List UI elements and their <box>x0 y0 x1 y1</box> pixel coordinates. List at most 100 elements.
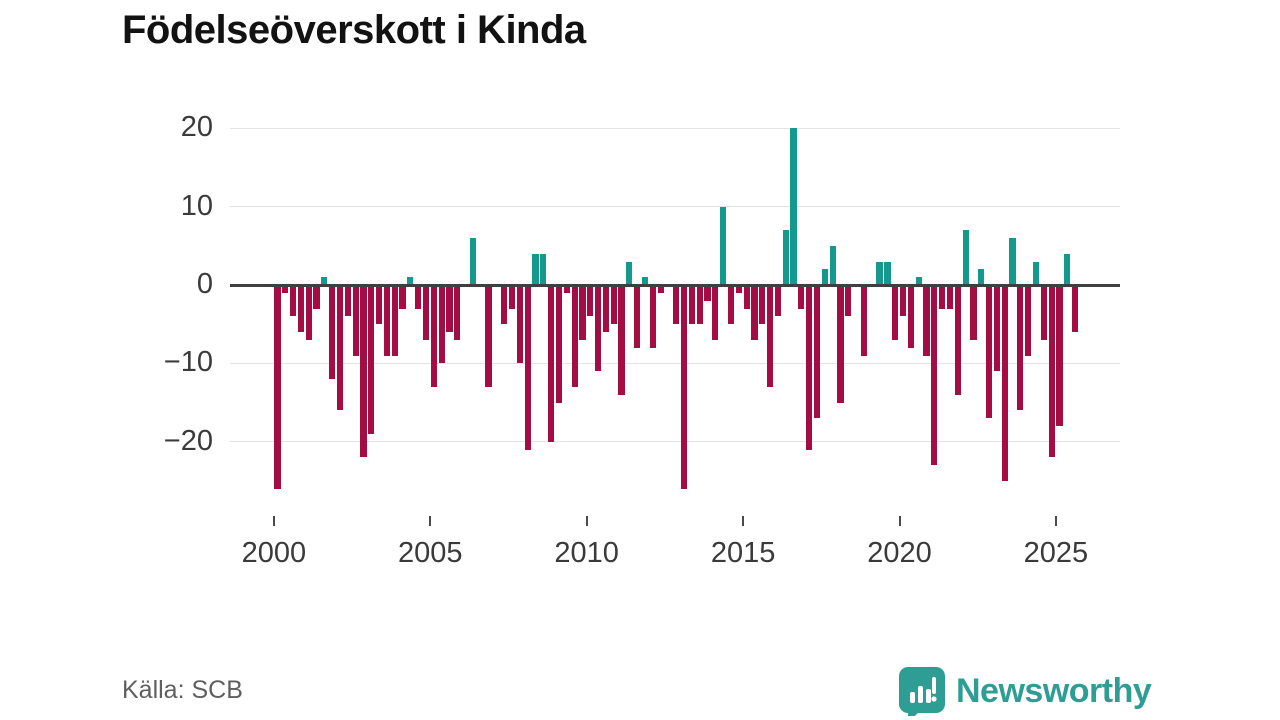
mini-bar-2 <box>918 686 923 703</box>
x-axis-tick <box>585 516 588 526</box>
bar-2021-q2 <box>939 285 946 309</box>
bar-2009-q3 <box>571 285 578 387</box>
bar-2010-q3 <box>602 285 609 332</box>
bar-2020-q1 <box>899 285 907 317</box>
bar-2003-q4 <box>391 285 398 356</box>
bar-2022-q4 <box>985 285 993 419</box>
bar-2003-q2 <box>376 285 383 325</box>
exclamation-dot <box>931 696 937 702</box>
bar-2003-q1 <box>368 285 375 434</box>
bar-2011-q1 <box>618 285 625 395</box>
bar-2017-q3 <box>821 269 828 285</box>
x-axis-label: 2010 <box>554 537 619 569</box>
bar-2023-q4 <box>1017 285 1024 411</box>
bar-2005-q3 <box>446 285 453 332</box>
bar-2002-q1 <box>336 285 344 411</box>
bar-2007-q4 <box>516 285 523 364</box>
bar-2025-q2 <box>1064 253 1071 285</box>
bar-2024-q3 <box>1040 285 1047 340</box>
bar-2015-q1 <box>743 285 750 309</box>
chart-title: Födelseöverskott i Kinda <box>122 8 586 52</box>
bar-2016-q1 <box>774 285 782 317</box>
bar-2025-q1 <box>1056 285 1063 426</box>
bar-2014-q1 <box>712 285 719 340</box>
brand-wordmark: Newsworthy <box>956 671 1152 710</box>
x-axis-label: 2005 <box>398 537 463 569</box>
bar-2004-q2 <box>407 277 414 285</box>
x-axis-tick <box>898 516 901 526</box>
bar-2016-q3 <box>790 128 797 285</box>
bar-2011-q4 <box>641 277 649 285</box>
gridline <box>230 362 1120 364</box>
bar-2005-q2 <box>438 285 445 364</box>
bar-2017-q4 <box>829 245 836 285</box>
bar-2012-q1 <box>649 285 656 348</box>
bar-2001-q1 <box>305 285 312 340</box>
bar-2016-q2 <box>782 230 789 285</box>
bar-2018-q2 <box>845 285 852 317</box>
bar-2000-q2 <box>282 285 289 293</box>
x-axis-label: 2015 <box>710 537 776 569</box>
bar-2004-q4 <box>422 285 430 340</box>
newsworthy-icon <box>899 667 945 716</box>
bar-2016-q4 <box>798 285 805 309</box>
mini-bar-3 <box>926 689 931 703</box>
bar-2021-q4 <box>954 285 961 395</box>
x-axis-tick <box>429 516 432 526</box>
bar-2005-q1 <box>430 285 437 387</box>
bar-2007-q3 <box>508 285 516 309</box>
x-axis-tick <box>742 516 745 526</box>
x-axis-tick <box>1054 516 1057 526</box>
bar-2018-q4 <box>860 285 868 356</box>
bar-2008-q3 <box>540 253 547 285</box>
zero-axis-line <box>230 283 1120 287</box>
bar-2007-q2 <box>501 285 508 325</box>
bar-2015-q4 <box>767 285 774 387</box>
bar-2020-q4 <box>923 285 930 356</box>
bar-2019-q2 <box>876 261 883 285</box>
bar-2004-q1 <box>399 285 406 309</box>
x-axis-label: 2000 <box>241 537 307 569</box>
bar-2024-q2 <box>1032 261 1040 285</box>
bar-2023-q1 <box>993 285 1000 372</box>
bar-2022-q3 <box>978 269 985 285</box>
bar-2019-q4 <box>892 285 899 340</box>
bar-2009-q4 <box>579 285 586 340</box>
bar-2005-q4 <box>454 285 461 340</box>
exclamation-stem <box>932 677 936 694</box>
bar-2000-q3 <box>289 285 297 317</box>
bar-2011-q3 <box>634 285 641 348</box>
bar-2006-q2 <box>469 238 477 285</box>
bar-2009-q1 <box>555 285 563 403</box>
bar-2020-q3 <box>915 277 922 285</box>
bar-2002-q2 <box>344 285 351 317</box>
x-axis-tick <box>272 516 275 526</box>
bar-2013-q2 <box>688 285 696 325</box>
bar-2017-q2 <box>813 285 821 419</box>
bar-2000-q4 <box>297 285 305 332</box>
bar-2025-q3 <box>1071 285 1079 332</box>
bar-2002-q4 <box>360 285 367 458</box>
bar-2014-q2 <box>720 206 727 285</box>
mini-bar-1 <box>910 692 915 703</box>
gridline <box>230 441 1120 443</box>
bar-2023-q3 <box>1009 238 1016 285</box>
bar-2012-q4 <box>673 285 680 325</box>
y-axis-label: 10 <box>180 189 213 222</box>
bar-2018-q1 <box>837 285 844 403</box>
bar-2008-q4 <box>548 285 555 442</box>
bar-2022-q1 <box>962 230 969 285</box>
bar-2019-q3 <box>884 261 891 285</box>
gridline <box>230 206 1120 208</box>
bar-2008-q1 <box>524 285 531 450</box>
bar-2023-q2 <box>1001 285 1008 481</box>
bar-2020-q2 <box>907 285 914 348</box>
bar-2001-q4 <box>329 285 336 379</box>
y-axis-label: −20 <box>163 424 213 457</box>
bar-2001-q3 <box>321 277 328 285</box>
x-axis-label: 2025 <box>1023 537 1089 569</box>
y-axis-label: −10 <box>163 346 213 379</box>
bar-2010-q2 <box>594 285 602 372</box>
y-axis-label: 20 <box>180 111 213 144</box>
